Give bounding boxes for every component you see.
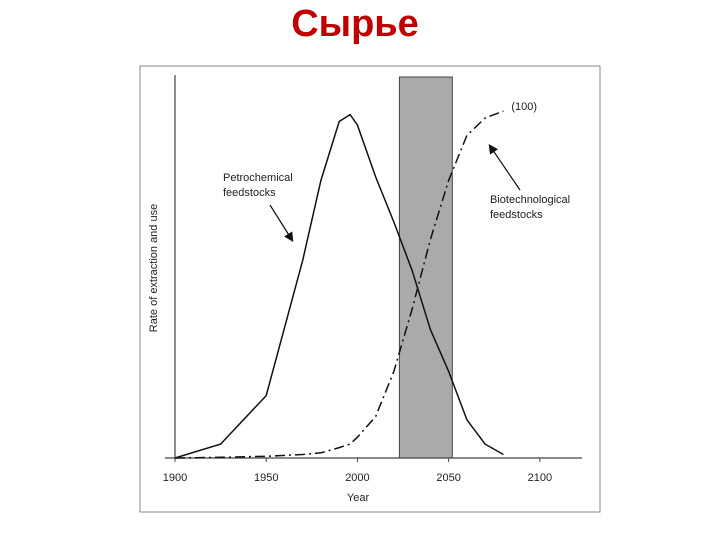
x-axis-label: Year — [347, 492, 370, 504]
x-tick-label: 2000 — [345, 472, 369, 484]
x-tick-label: 2100 — [528, 472, 552, 484]
series-line — [174, 113, 504, 459]
end-label: (100) — [511, 101, 537, 113]
shaded-period — [398, 76, 453, 459]
chart-frame — [139, 65, 601, 513]
annotation: Petrochemical feedstocks — [223, 172, 293, 199]
arrow — [488, 144, 521, 191]
series-line — [174, 110, 504, 459]
arrow — [269, 204, 294, 243]
x-tick-label: 2050 — [436, 472, 460, 484]
x-tick-label: 1900 — [163, 472, 187, 484]
slide-title: Сырье — [291, 3, 419, 45]
annotation: Biotechnological feedstocks — [490, 194, 570, 221]
y-axis-label: Rate of extraction and use — [148, 204, 160, 332]
x-tick-label: 1950 — [254, 472, 278, 484]
